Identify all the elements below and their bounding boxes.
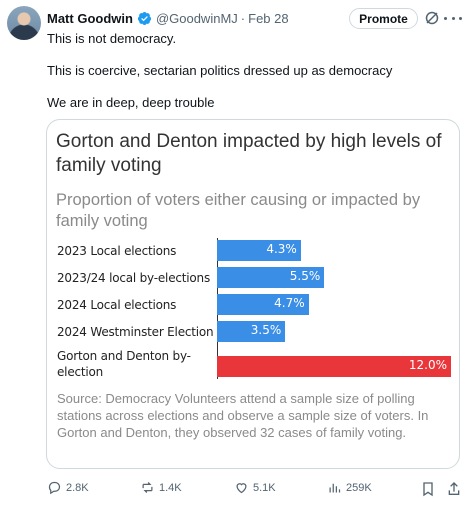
chart-source: Source: Democracy Volunteers attend a sa… — [57, 391, 429, 440]
like-button[interactable]: 5.1K — [234, 480, 276, 495]
chart-card[interactable]: Gorton and Denton impacted by high level… — [46, 119, 460, 469]
tweet-date[interactable]: Feb 28 — [248, 10, 289, 26]
repost-button[interactable]: 1.4K — [140, 480, 182, 495]
bar-value-label: 5.5% — [289, 269, 321, 283]
like-count: 5.1K — [253, 481, 276, 494]
separator-dot: · — [240, 10, 246, 26]
views-count: 259K — [346, 481, 372, 494]
reply-count: 2.8K — [66, 481, 89, 494]
analytics-icon — [329, 483, 341, 493]
bar: 4.7% — [217, 294, 309, 315]
category-label: 2024 Local elections — [57, 298, 177, 312]
bar: 5.5% — [217, 267, 325, 288]
bar: 12.0% — [217, 356, 451, 377]
reply-button[interactable]: 2.8K — [47, 480, 89, 495]
bar-value-label: 4.3% — [266, 242, 297, 256]
repost-count: 1.4K — [159, 481, 182, 494]
repost-icon — [142, 482, 153, 493]
bar-value-label: 3.5% — [250, 323, 282, 337]
heart-icon — [236, 483, 247, 494]
tweet-header: Matt Goodwin @GoodwinMJ · Feb 28 — [47, 9, 289, 27]
verified-badge-icon — [137, 11, 151, 25]
more-options-icon[interactable] — [444, 10, 462, 26]
tweet-text-line-2: This is coercive, sectarian politics dre… — [47, 63, 393, 78]
chart-subtitle: Proportion of voters either causing or i… — [56, 191, 421, 230]
category-label: 2023/24 local by-elections — [57, 271, 211, 285]
tweet-actions: 2.8K 1.4K 5.1K 259K — [0, 478, 470, 500]
author-name[interactable]: Matt Goodwin — [47, 10, 133, 26]
category-label: 2024 Westminster Election — [57, 325, 214, 339]
bar: 4.3% — [217, 240, 301, 261]
views-button[interactable]: 259K — [327, 480, 372, 495]
category-label: 2023 Local elections — [57, 244, 177, 258]
share-icon[interactable] — [446, 481, 462, 497]
tweet-text-line-3: We are in deep, deep trouble — [47, 95, 215, 110]
bar-chart: 2023 Local elections 4.3% 2023/24 local by… — [47, 120, 459, 468]
bookmark-icon[interactable] — [420, 481, 436, 497]
bar-value-label: 12.0% — [408, 358, 447, 372]
category-label: Gorton and Denton by-election — [57, 349, 191, 379]
reply-icon — [48, 481, 61, 495]
author-avatar[interactable] — [7, 6, 41, 40]
author-handle[interactable]: @GoodwinMJ — [155, 10, 238, 26]
tweet-text-line-1: This is not democracy. — [47, 31, 177, 46]
promote-button[interactable]: Promote — [349, 8, 418, 29]
chart-title: Gorton and Denton impacted by high level… — [56, 131, 442, 176]
grok-icon[interactable] — [424, 10, 440, 26]
bar: 3.5% — [217, 321, 286, 342]
bar-value-label: 4.7% — [274, 296, 305, 310]
